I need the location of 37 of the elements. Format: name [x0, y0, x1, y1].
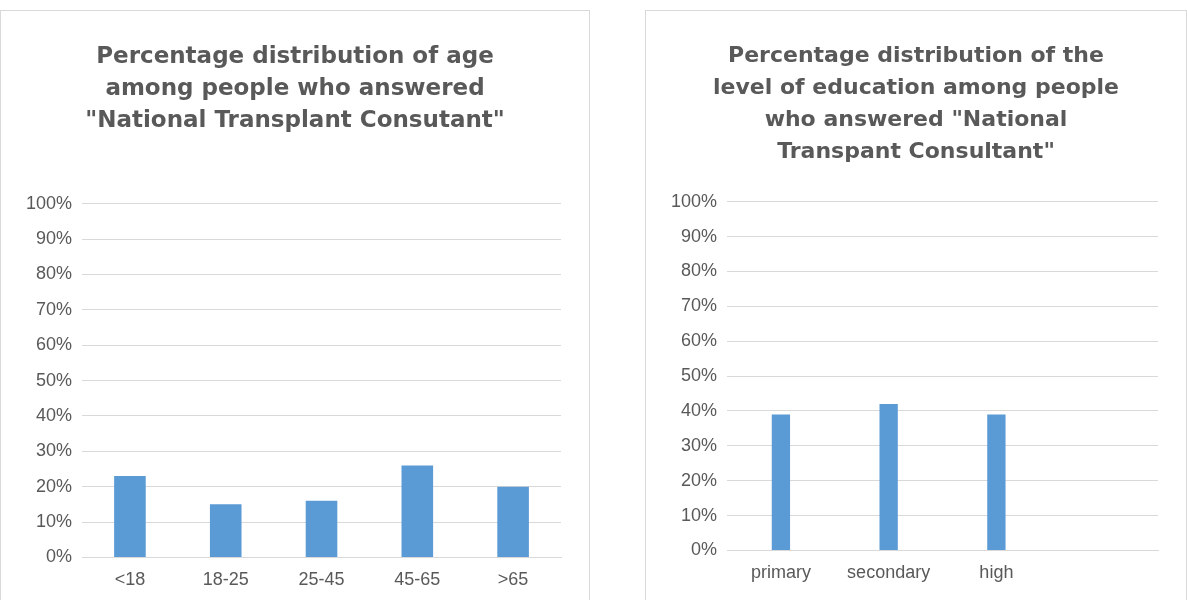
y-tick-label: 10%: [36, 511, 73, 532]
bar: [497, 486, 529, 557]
x-tick-label: 45-65: [394, 569, 441, 590]
x-tick-label: 25-45: [298, 569, 345, 590]
x-tick-label: 18-25: [202, 569, 249, 590]
chart-title: Percentage distribution of age among people who answered "National Transplant Consutant": [85, 41, 505, 134]
x-tick-label: high: [979, 562, 1014, 583]
y-tick-label: 70%: [36, 298, 73, 319]
y-tick-label: 60%: [36, 334, 73, 355]
y-tick-label: 30%: [36, 440, 73, 461]
bar: [305, 500, 338, 557]
x-tick-label: >65: [497, 569, 529, 590]
y-tick-label: 70%: [681, 295, 718, 316]
chart-title: Percentage distribution of the level of education among people who answered "National Transpant Consultant": [712, 41, 1120, 165]
y-tick-label: 90%: [681, 225, 718, 246]
x-tick-label: primary: [750, 562, 811, 583]
y-tick-label: 0%: [691, 539, 718, 560]
y-tick-label: 40%: [36, 404, 73, 425]
y-tick-label: 90%: [36, 228, 73, 249]
x-tick-label: secondary: [847, 562, 931, 583]
y-tick-label: 30%: [681, 434, 718, 455]
x-tick-label: <18: [114, 569, 146, 590]
y-tick-label: 50%: [36, 369, 73, 390]
y-tick-label: 60%: [681, 330, 718, 351]
y-tick-label: 50%: [681, 365, 718, 386]
y-tick-label: 10%: [681, 504, 718, 525]
y-tick-label: 100%: [25, 192, 73, 213]
bar: [114, 476, 146, 557]
y-tick-label: 40%: [681, 399, 718, 420]
bar: [401, 465, 434, 557]
y-tick-label: 20%: [681, 469, 718, 490]
y-tick-label: 100%: [670, 190, 718, 211]
y-tick-label: 0%: [46, 546, 73, 567]
y-tick-label: 80%: [681, 260, 718, 281]
bar: [209, 504, 242, 557]
y-tick-label: 80%: [36, 263, 73, 284]
y-tick-label: 20%: [36, 475, 73, 496]
